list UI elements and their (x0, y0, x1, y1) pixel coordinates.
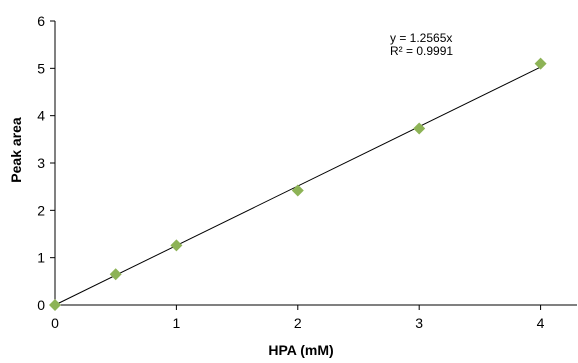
chart-labels: HPA (mM) Peak area y = 1.2565x R² = 0.99… (8, 31, 453, 358)
x-tick-label: 1 (172, 315, 180, 331)
trendline-equation-label: y = 1.2565x (390, 31, 452, 45)
data-point (49, 299, 61, 311)
x-tick-label: 4 (537, 315, 545, 331)
axes: 0 1 2 3 4 5 6 0 1 2 3 4 (37, 13, 577, 331)
data-points (49, 57, 547, 311)
y-axis-label: Peak area (8, 117, 24, 183)
x-tick-label: 3 (415, 315, 423, 331)
data-point (109, 268, 122, 281)
y-tick-label: 6 (37, 13, 45, 29)
y-tick-label: 3 (37, 155, 45, 171)
y-tick-label: 5 (37, 60, 45, 76)
x-tick-label: 0 (51, 315, 59, 331)
x-tick-label: 2 (294, 315, 302, 331)
y-tick-label: 1 (37, 250, 45, 266)
data-point (170, 239, 183, 252)
data-point (534, 57, 547, 70)
data-point (291, 184, 304, 197)
y-tick-label: 0 (37, 297, 45, 313)
x-axis-label: HPA (mM) (268, 342, 333, 358)
y-tick-label: 4 (37, 108, 45, 124)
data-point (413, 122, 426, 135)
trendline-r2-label: R² = 0.9991 (390, 44, 453, 58)
y-tick-label: 2 (37, 202, 45, 218)
